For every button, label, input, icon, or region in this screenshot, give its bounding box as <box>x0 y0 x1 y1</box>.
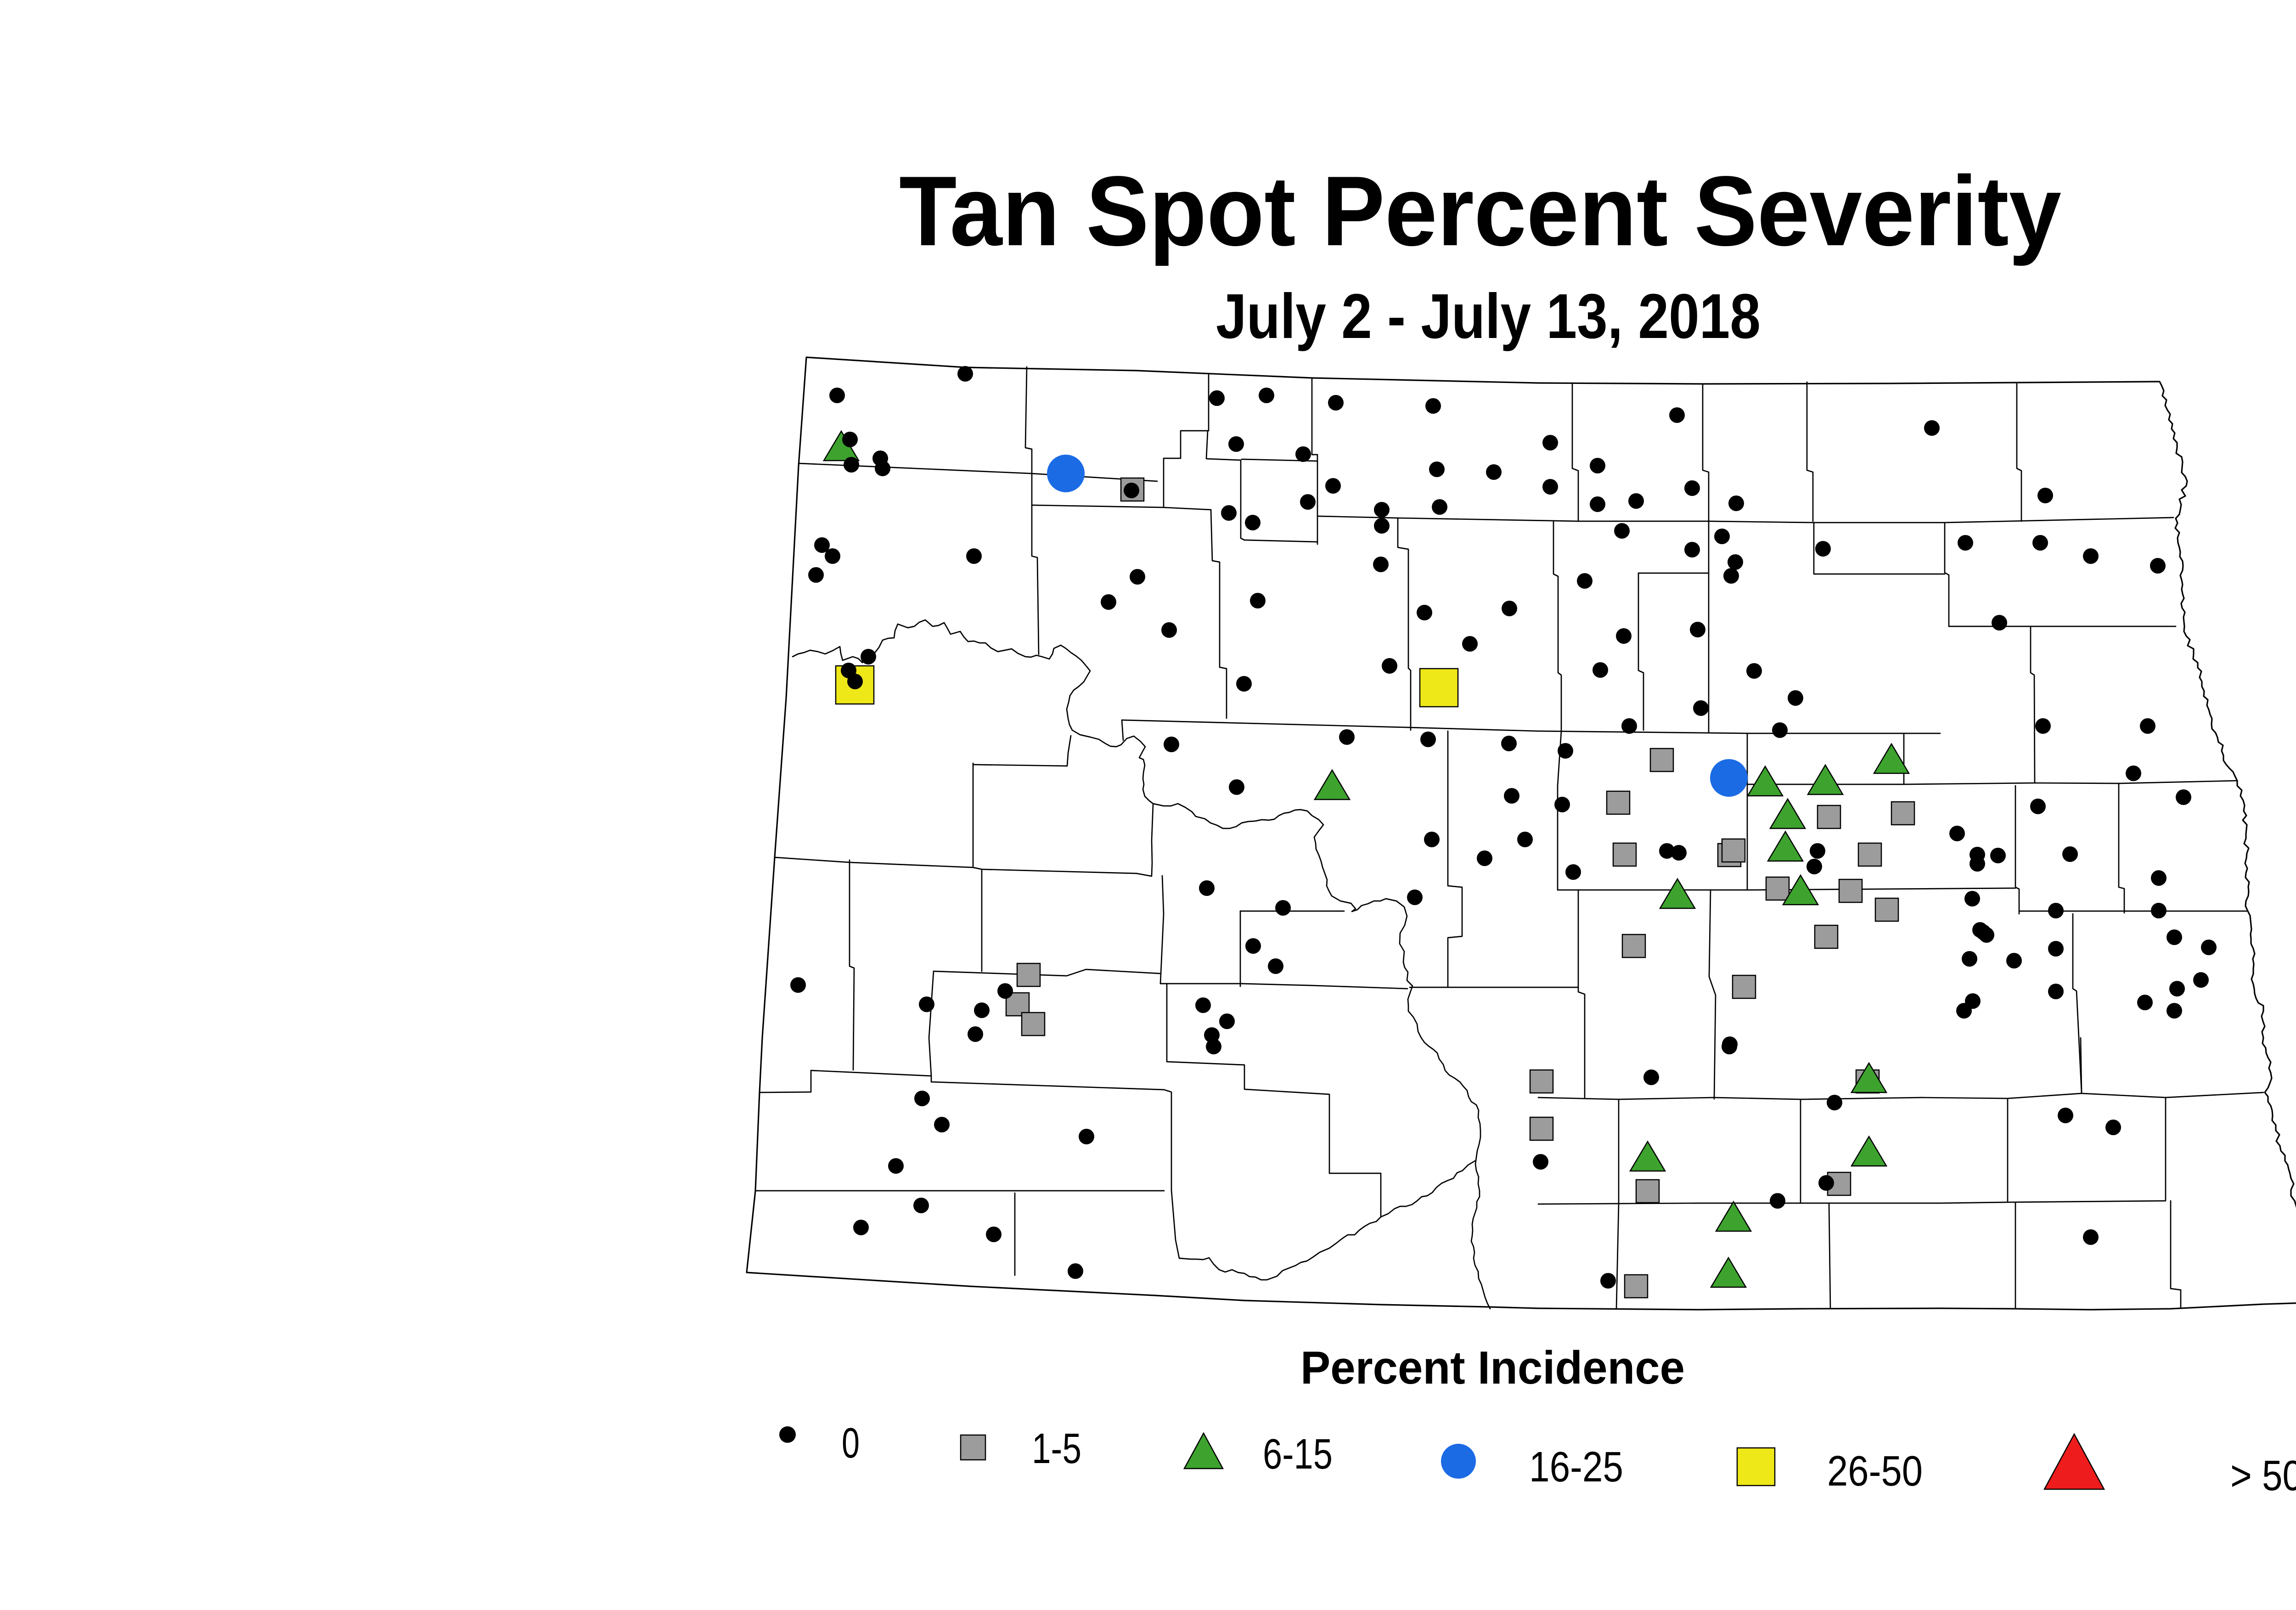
svg-text:0: 0 <box>842 1419 860 1467</box>
svg-text:16-25: 16-25 <box>1529 1443 1623 1491</box>
svg-text:> 50: > 50 <box>2230 1452 2296 1499</box>
svg-text:Percent Incidence: Percent Incidence <box>1300 1342 1685 1394</box>
svg-text:Tan Spot Percent Severity: Tan Spot Percent Severity <box>899 155 2061 266</box>
svg-text:July 2 - July 13, 2018: July 2 - July 13, 2018 <box>1216 281 1761 352</box>
svg-text:1-5: 1-5 <box>1032 1424 1081 1472</box>
svg-text:26-50: 26-50 <box>1827 1447 1923 1495</box>
svg-text:6-15: 6-15 <box>1263 1430 1333 1478</box>
